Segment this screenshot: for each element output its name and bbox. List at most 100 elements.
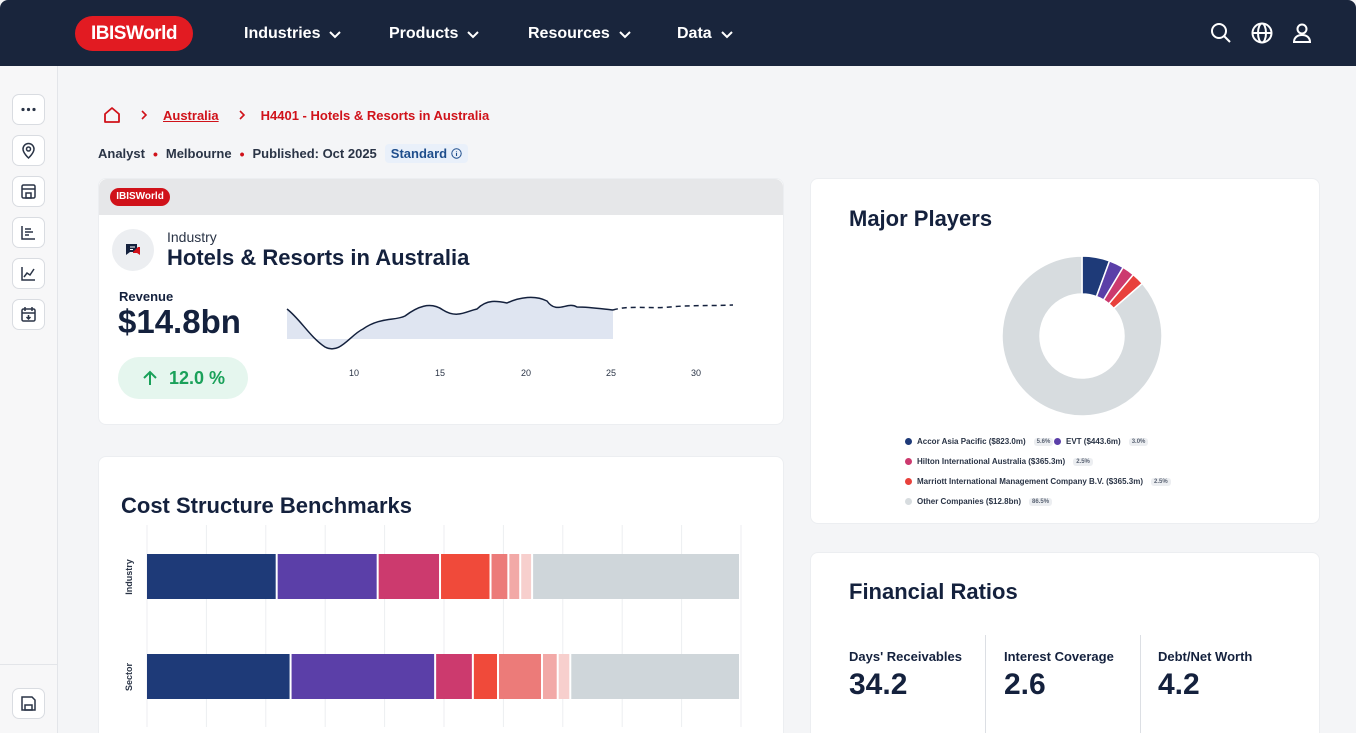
cost-segment-bar[interactable] bbox=[147, 654, 290, 699]
breadcrumb-australia-link[interactable]: Australia bbox=[163, 107, 219, 123]
legend-item: Hilton International Australia ($365.3m)… bbox=[905, 457, 1093, 466]
save-icon bbox=[21, 696, 36, 711]
ratio-value: 34.2 bbox=[849, 668, 908, 701]
nav-industries[interactable]: Industries bbox=[244, 22, 342, 46]
legend-swatch bbox=[905, 458, 912, 465]
legend-pct: 3.0% bbox=[1128, 437, 1149, 446]
nav-data[interactable]: Data bbox=[677, 22, 734, 46]
bar-chart-button[interactable] bbox=[12, 217, 45, 248]
tier-label: Standard bbox=[390, 146, 448, 161]
legend-label: Other Companies ($12.8bn) bbox=[917, 497, 1022, 506]
building-icon bbox=[21, 184, 36, 199]
industry-button[interactable] bbox=[12, 176, 45, 207]
cost-segment-bar[interactable] bbox=[509, 554, 520, 599]
location-button[interactable] bbox=[12, 135, 45, 166]
chevron-right-icon bbox=[141, 110, 148, 120]
revenue-sparkline: 10 15 20 25 30 bbox=[286, 296, 734, 378]
calendar-icon bbox=[21, 307, 36, 322]
chevron-down-icon bbox=[720, 31, 733, 39]
map-pin-icon bbox=[22, 142, 35, 159]
cost-segment-bar[interactable] bbox=[147, 554, 276, 599]
cost-segment-bar[interactable] bbox=[533, 554, 739, 599]
ratio-interest-coverage: Interest Coverage 2.6 bbox=[1004, 649, 1114, 702]
legend-pct: 2.5% bbox=[1150, 477, 1171, 486]
major-players-donut-chart bbox=[1001, 255, 1163, 417]
legend-item: Other Companies ($12.8bn) 86.5% bbox=[905, 497, 1053, 506]
more-options-button[interactable] bbox=[12, 94, 45, 125]
growth-value: 12.0 % bbox=[168, 367, 226, 388]
cost-segment-bar[interactable] bbox=[378, 554, 440, 599]
legend-pct: 5.6% bbox=[1033, 437, 1054, 446]
tier-badge[interactable]: Standard bbox=[384, 144, 469, 163]
financial-ratios-title: Financial Ratios bbox=[849, 579, 1018, 604]
card-header: IBISWorld bbox=[99, 179, 783, 215]
donut-slice[interactable] bbox=[1001, 255, 1163, 417]
nav-resources[interactable]: Resources bbox=[528, 22, 632, 46]
separator-dot: • bbox=[239, 145, 245, 162]
legend-label: Hilton International Australia ($365.3m) bbox=[917, 457, 1066, 466]
more-dots-icon bbox=[21, 107, 36, 112]
legend-item: EVT ($443.6m) 3.0% bbox=[1054, 437, 1149, 446]
x-tick-label: 30 bbox=[691, 368, 701, 378]
cost-segment-bar[interactable] bbox=[543, 654, 557, 699]
separator-dot: • bbox=[152, 145, 158, 162]
ratio-debt-net-worth: Debt/Net Worth 4.2 bbox=[1158, 649, 1252, 702]
top-navigation-bar: IBISWorld Industries Products Resources … bbox=[0, 0, 1356, 66]
nav-resources-label: Resources bbox=[528, 25, 610, 42]
major-players-card: Major Players Accor Asia Pacific ($823.0… bbox=[810, 178, 1320, 524]
bar-chart-icon bbox=[21, 226, 35, 240]
rail-divider bbox=[0, 664, 58, 665]
cost-segment-bar[interactable] bbox=[277, 554, 377, 599]
ratio-label: Debt/Net Worth bbox=[1158, 649, 1253, 664]
major-players-title: Major Players bbox=[849, 206, 993, 231]
chevron-down-icon bbox=[619, 31, 631, 39]
ratio-days-receivables: Days' Receivables 34.2 bbox=[849, 649, 962, 702]
industry-type-label: Industry bbox=[167, 229, 217, 245]
legend-swatch bbox=[905, 438, 912, 445]
ratio-value: 4.2 bbox=[1158, 668, 1200, 701]
x-tick-label: 25 bbox=[606, 368, 616, 378]
legend-swatch bbox=[905, 478, 912, 485]
cost-segment-bar[interactable] bbox=[441, 554, 490, 599]
cost-segment-bar[interactable] bbox=[558, 654, 570, 699]
cost-structure-card: Cost Structure Benchmarks Industry Secto… bbox=[98, 456, 784, 733]
ratio-divider bbox=[985, 635, 986, 733]
line-chart-button[interactable] bbox=[12, 258, 45, 289]
row-label-industry: Industry bbox=[124, 559, 134, 595]
financial-ratios-card: Financial Ratios Days' Receivables 34.2 … bbox=[810, 552, 1320, 733]
legend-label: Marriott International Management Compan… bbox=[917, 477, 1143, 486]
cost-segment-bar[interactable] bbox=[499, 654, 541, 699]
legend-item: Accor Asia Pacific ($823.0m) 5.6% bbox=[905, 437, 1054, 446]
legend-pct: 86.5% bbox=[1029, 497, 1053, 506]
breadcrumb-current: H4401 - Hotels & Resorts in Australia bbox=[260, 107, 490, 123]
left-toolbar bbox=[0, 66, 58, 733]
chevron-right-icon bbox=[239, 110, 245, 120]
arrow-up-icon bbox=[143, 370, 157, 385]
x-tick-label: 10 bbox=[349, 368, 359, 378]
calendar-button[interactable] bbox=[12, 299, 45, 330]
ratio-label: Interest Coverage bbox=[1004, 649, 1114, 664]
cost-segment-bar[interactable] bbox=[291, 654, 435, 699]
industry-title: Hotels & Resorts in Australia bbox=[167, 245, 470, 270]
cost-segment-bar[interactable] bbox=[521, 554, 532, 599]
ibisworld-mini-logo: IBISWorld bbox=[110, 188, 170, 206]
nav-products-label: Products bbox=[389, 25, 459, 42]
industry-summary-card: IBISWorld Industry Hotels & Resorts in A… bbox=[98, 178, 784, 425]
cost-segment-bar[interactable] bbox=[491, 554, 508, 599]
save-button[interactable] bbox=[12, 688, 45, 719]
info-icon bbox=[451, 148, 462, 159]
revenue-growth-badge: 12.0 % bbox=[118, 357, 248, 399]
globe-icon[interactable] bbox=[1250, 21, 1274, 45]
revenue-value: $14.8bn bbox=[118, 303, 241, 340]
ibisworld-logo[interactable]: IBISWorld bbox=[75, 16, 193, 51]
search-icon[interactable] bbox=[1209, 21, 1233, 45]
user-account-icon[interactable] bbox=[1290, 21, 1314, 45]
nav-products[interactable]: Products bbox=[389, 22, 480, 46]
sparkline-forecast bbox=[612, 304, 734, 311]
legend-label: Accor Asia Pacific ($823.0m) bbox=[917, 437, 1026, 446]
cost-segment-bar[interactable] bbox=[436, 654, 472, 699]
cost-segment-bar[interactable] bbox=[571, 654, 739, 699]
home-icon[interactable] bbox=[103, 106, 121, 124]
cost-segment-bar[interactable] bbox=[473, 654, 497, 699]
sparkline-area bbox=[287, 297, 613, 349]
